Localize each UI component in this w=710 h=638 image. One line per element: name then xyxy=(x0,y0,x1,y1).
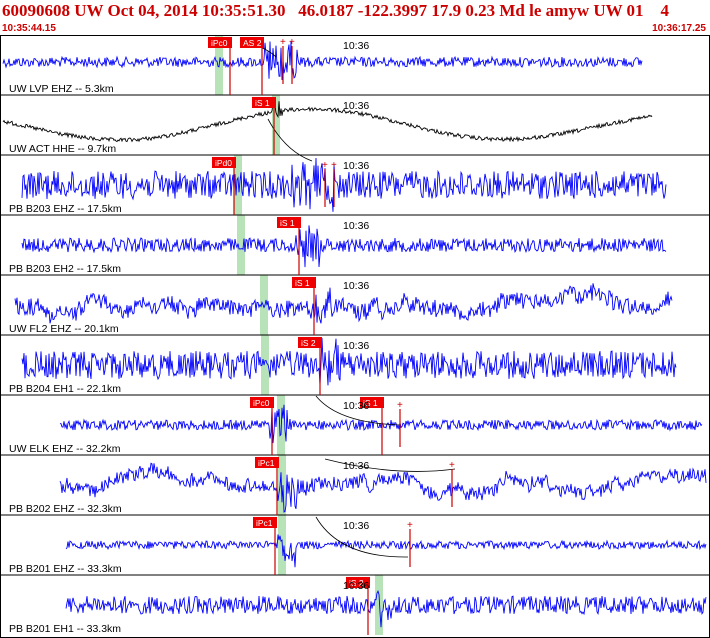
station-label: PB B202 EHZ -- 32.3km xyxy=(9,503,122,515)
phase-pick-box[interactable] xyxy=(255,457,279,468)
station-label: PB B203 EH2 -- 17.5km xyxy=(9,263,121,275)
station-label: PB B201 EH1 -- 33.3km xyxy=(9,623,121,635)
phase-pick-box[interactable] xyxy=(292,277,316,288)
time-tick-label: 10:36 xyxy=(343,280,369,292)
time-tick-label: 10:36 xyxy=(343,40,369,52)
waveform-trace[interactable] xyxy=(14,283,673,324)
station-label: UW FL2 EHZ -- 20.1km xyxy=(9,323,119,335)
phase-pick-box[interactable] xyxy=(277,217,301,228)
amplitude-plus-icon: + xyxy=(280,37,286,48)
station-label: PB B204 EH1 -- 22.1km xyxy=(9,383,121,395)
amplitude-plus-icon: + xyxy=(322,160,328,171)
waveform-trace[interactable] xyxy=(2,41,643,81)
travel-time-curve xyxy=(315,516,409,558)
waveform-trace[interactable] xyxy=(21,337,677,386)
phase-pick-label[interactable]: iS 1 xyxy=(363,398,378,408)
analysis-window-band xyxy=(272,95,280,155)
phase-pick-label[interactable]: iS 1 xyxy=(255,98,270,108)
phase-pick-box[interactable] xyxy=(208,37,232,48)
waveform-trace[interactable] xyxy=(59,404,703,444)
time-tick-label: 10:36 xyxy=(343,580,369,592)
analysis-window-band xyxy=(237,215,245,275)
phase-pick-label[interactable]: AS 2 xyxy=(243,38,262,48)
time-tick-label: 10:36 xyxy=(343,460,369,472)
station-label: PB B201 EHZ -- 33.3km xyxy=(9,563,122,575)
phase-pick-label[interactable]: iS 2 xyxy=(301,338,316,348)
waveform-trace[interactable] xyxy=(65,590,707,628)
amplitude-plus-icon: + xyxy=(289,37,295,48)
time-tick-label: 10:36 xyxy=(343,220,369,232)
phase-pick-box[interactable] xyxy=(346,577,370,588)
analysis-window-band xyxy=(260,275,268,335)
analysis-window-band xyxy=(375,575,383,635)
waveform-trace[interactable] xyxy=(59,462,707,513)
time-tick-label: 10:36 xyxy=(343,520,369,532)
travel-time-curve xyxy=(324,458,456,472)
waveform-trace[interactable] xyxy=(2,101,653,143)
station-label: PB B203 EHZ -- 17.5km xyxy=(9,203,122,215)
amplitude-plus-icon: + xyxy=(407,520,413,531)
phase-pick-box[interactable] xyxy=(360,397,384,408)
analysis-window-band xyxy=(261,335,269,395)
time-tick-label: 10:36 xyxy=(343,100,369,112)
waveform-trace[interactable] xyxy=(21,157,667,212)
phase-pick-box[interactable] xyxy=(298,337,322,348)
phase-pick-box[interactable] xyxy=(212,157,236,168)
phase-pick-label[interactable]: iPc0 xyxy=(211,38,228,48)
waveform-trace[interactable] xyxy=(65,534,707,568)
phase-pick-label[interactable]: iS 2 xyxy=(349,578,364,588)
analysis-window-band xyxy=(234,155,242,215)
time-tick-label: 10:36 xyxy=(343,340,369,352)
event-title: 60090608 UW Oct 04, 2014 10:35:51.30 46.… xyxy=(2,1,670,20)
time-tick-label: 10:36 xyxy=(343,160,369,172)
phase-pick-box[interactable] xyxy=(250,397,274,408)
time-tick-label: 10:36 xyxy=(343,400,369,412)
travel-time-curve xyxy=(267,118,313,162)
analysis-window-band xyxy=(278,455,286,515)
phase-pick-box[interactable] xyxy=(240,37,264,48)
station-label: UW ACT HHE -- 9.7km xyxy=(9,143,116,155)
phase-pick-box[interactable] xyxy=(252,97,276,108)
amplitude-plus-icon: + xyxy=(449,460,455,471)
phase-pick-label[interactable]: iPd0 xyxy=(215,158,232,168)
end-time-label: 10:36:17.25 xyxy=(652,23,706,34)
station-label: UW ELK EHZ -- 32.2km xyxy=(9,443,121,455)
amplitude-plus-icon: + xyxy=(397,400,403,411)
phase-pick-label[interactable]: iPc0 xyxy=(253,398,270,408)
phase-pick-label[interactable]: iS 1 xyxy=(280,218,295,228)
phase-pick-label[interactable]: iPc1 xyxy=(258,458,275,468)
phase-pick-label[interactable]: iPc1 xyxy=(256,518,273,528)
travel-time-curve xyxy=(315,395,401,426)
phase-pick-label[interactable]: iS 1 xyxy=(295,278,310,288)
phase-pick-box[interactable] xyxy=(253,517,277,528)
station-label: UW LVP EHZ -- 5.3km xyxy=(9,83,114,95)
event-header: 60090608 UW Oct 04, 2014 10:35:51.30 46.… xyxy=(0,0,710,35)
waveform-trace[interactable] xyxy=(21,225,667,268)
start-time-label: 10:35:44.15 xyxy=(2,23,56,34)
amplitude-plus-icon: + xyxy=(331,160,337,171)
